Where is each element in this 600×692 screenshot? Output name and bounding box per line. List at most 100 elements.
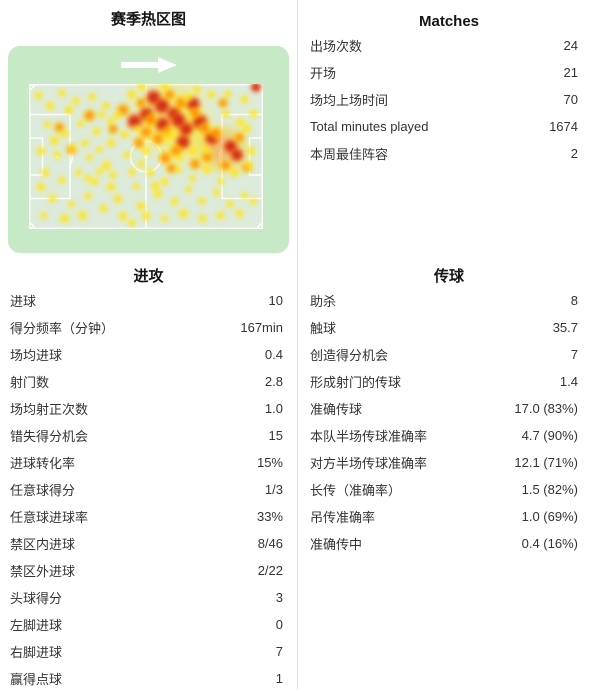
passing-stat-list: 助杀 8 触球 35.7 创造得分机会 7 形成射门的传球 1.4 准确传球 17.0 (83%)… <box>298 287 600 557</box>
stat-value: 10 <box>268 293 283 308</box>
stat-row: 射门数 2.8 <box>0 368 297 395</box>
stat-value: 1674 <box>549 119 578 134</box>
heat-blob <box>186 104 205 122</box>
heat-blob <box>130 122 144 136</box>
heat-blob <box>214 174 228 188</box>
heat-blob <box>42 97 59 114</box>
heat-blob <box>194 211 210 227</box>
stat-label: 错失得分机会 <box>10 429 89 444</box>
passing-section-title: 传球 <box>433 268 464 285</box>
stat-label: 右脚进球 <box>10 645 63 660</box>
stat-row: 创造得分机会 7 <box>298 341 600 368</box>
stat-row: 场均进球 0.4 <box>0 341 297 368</box>
stat-row: 触球 35.7 <box>298 314 600 341</box>
heat-blob <box>130 180 144 194</box>
stat-label: 准确传中 <box>310 537 363 552</box>
matches-section-title: Matches <box>418 13 480 30</box>
stat-value: 1.0 (69%) <box>521 509 578 524</box>
stat-value: 17.0 (83%) <box>514 401 578 416</box>
heat-blob <box>78 136 93 151</box>
heat-blob <box>143 164 159 180</box>
heat-blob <box>243 142 260 159</box>
stat-value: 2/22 <box>257 563 283 578</box>
stat-label: 场均上场时间 <box>310 93 389 108</box>
heat-blob <box>247 84 263 95</box>
stat-label: 触球 <box>310 321 337 336</box>
heat-blob <box>106 168 121 183</box>
heat-blob <box>184 142 201 159</box>
heat-blob <box>102 135 119 152</box>
stat-label: Total minutes played <box>310 119 429 134</box>
stat-value: 70 <box>563 92 578 107</box>
heat-blob <box>80 188 95 203</box>
heat-blob <box>172 163 186 177</box>
stat-label: 赢得点球 <box>10 672 63 687</box>
stat-row: 左脚进球 0 <box>0 611 297 638</box>
stat-label: 禁区内进球 <box>10 537 76 552</box>
stat-label: 场均射正次数 <box>10 402 89 417</box>
stat-label: 助杀 <box>310 294 337 309</box>
stat-value: 15% <box>256 455 283 470</box>
stat-value: 1.4 <box>559 374 578 389</box>
stat-row: 准确传球 17.0 (83%) <box>298 395 600 422</box>
stat-value: 8/46 <box>257 536 283 551</box>
column-divider <box>297 0 298 690</box>
stat-value: 0.4 (16%) <box>521 536 578 551</box>
heat-blob <box>104 113 118 127</box>
heat-blob <box>74 207 92 225</box>
stat-value: 8 <box>570 293 578 308</box>
heat-blob <box>134 156 149 171</box>
stat-value: 7 <box>570 347 578 362</box>
stat-value: 3 <box>275 590 283 605</box>
stat-row: 赢得点球 1 <box>0 665 297 692</box>
heat-blob <box>180 89 197 106</box>
heat-blobs <box>29 84 263 229</box>
heat-blob <box>195 194 210 209</box>
attack-direction-arrow-icon <box>120 57 177 73</box>
stat-value: 1.5 (82%) <box>521 482 578 497</box>
stat-row: 对方半场传球准确率 12.1 (71%) <box>298 449 600 476</box>
heat-blob <box>30 88 46 104</box>
stat-value: 1.0 <box>264 401 283 416</box>
heat-blob <box>37 164 53 180</box>
heat-blob <box>81 171 94 185</box>
stat-value: 0 <box>275 617 283 632</box>
stat-row: 头球得分 3 <box>0 584 297 611</box>
stat-row: 本周最佳阵容 2 <box>298 140 600 167</box>
stat-row: 开场 21 <box>298 59 600 86</box>
stat-value: 1 <box>275 671 283 686</box>
stat-label: 开场 <box>310 66 337 81</box>
heat-blob <box>140 110 161 131</box>
heat-blob <box>213 208 229 224</box>
heat-blob <box>174 204 192 222</box>
heat-blob <box>167 108 191 132</box>
stat-row: 出场次数 24 <box>298 32 600 59</box>
heat-blob <box>54 172 69 187</box>
stat-label: 任意球进球率 <box>10 510 89 525</box>
heat-blob <box>218 107 233 122</box>
stat-row: 形成射门的传球 1.4 <box>298 368 600 395</box>
stat-row: 右脚进球 7 <box>0 638 297 665</box>
stat-value: 2 <box>570 146 578 161</box>
heat-blob <box>66 141 80 155</box>
heat-blob <box>32 178 49 195</box>
passing-section: 传球 助杀 8 触球 35.7 创造得分机会 7 形成射门的传球 1.4 准确传球 17.0 (8… <box>298 258 600 557</box>
matches-section: Matches 出场次数 24 开场 21 场均上场时间 70 Total minutes … <box>298 0 600 167</box>
heat-blob <box>73 116 87 130</box>
heat-blob <box>186 171 200 185</box>
heat-blob <box>226 163 244 181</box>
heat-blob <box>147 177 164 194</box>
stat-row: 进球转化率 15% <box>0 449 297 476</box>
heat-blob <box>236 92 252 108</box>
stat-label: 对方半场传球准确率 <box>310 456 428 471</box>
stat-label: 射门数 <box>10 375 50 390</box>
stat-value: 33% <box>256 509 283 524</box>
stat-label: 创造得分机会 <box>310 348 389 363</box>
stat-row: 场均上场时间 70 <box>298 86 600 113</box>
stat-row: Total minutes played 1674 <box>298 113 600 140</box>
stat-row: 助杀 8 <box>298 287 600 314</box>
stat-label: 出场次数 <box>310 39 363 54</box>
heat-blob <box>117 127 133 143</box>
heat-blob <box>209 186 223 200</box>
stat-label: 任意球得分 <box>10 483 76 498</box>
